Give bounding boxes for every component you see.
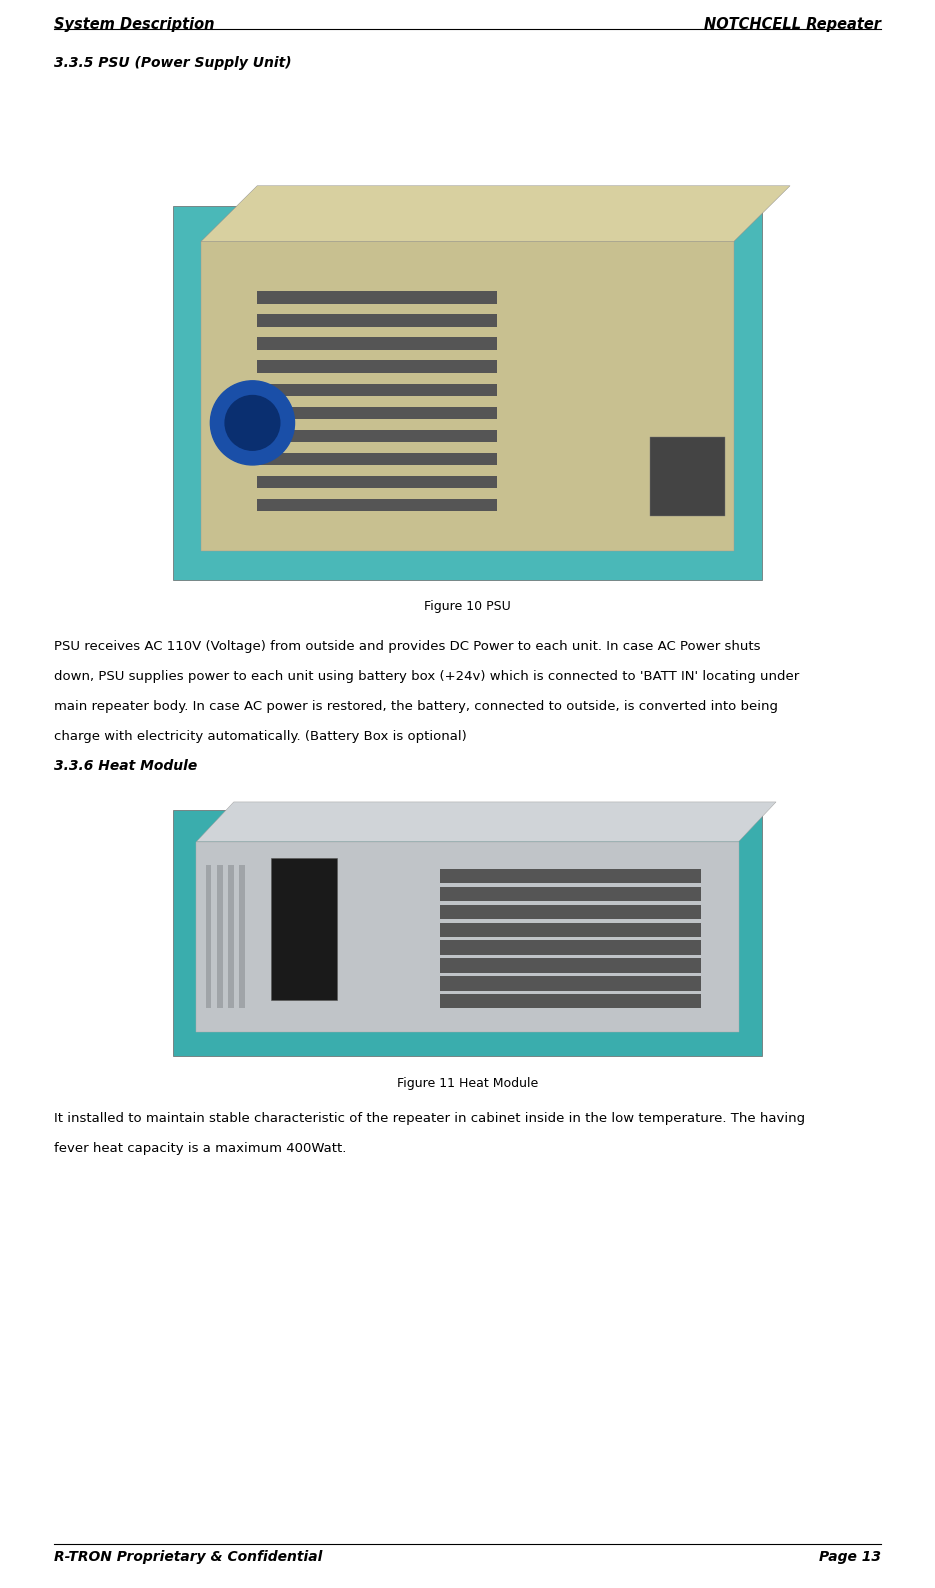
Bar <box>257 314 497 327</box>
Bar <box>650 437 725 516</box>
Text: NOTCHCELL Repeater: NOTCHCELL Repeater <box>704 17 881 32</box>
Bar <box>257 338 497 351</box>
Text: down, PSU supplies power to each unit using battery box (+24v) which is connecte: down, PSU supplies power to each unit us… <box>54 670 799 683</box>
Text: It installed to maintain stable characteristic of the repeater in cabinet inside: It installed to maintain stable characte… <box>54 1112 805 1124</box>
Bar <box>206 865 211 1008</box>
Bar <box>257 292 497 305</box>
Bar <box>201 241 734 551</box>
Bar <box>239 865 245 1008</box>
Bar <box>173 810 762 1056</box>
Text: Figure 10 PSU: Figure 10 PSU <box>424 600 511 613</box>
Bar <box>217 865 223 1008</box>
Text: Figure 11 Heat Module: Figure 11 Heat Module <box>396 1077 539 1089</box>
Ellipse shape <box>210 381 295 465</box>
Text: Page 13: Page 13 <box>819 1550 881 1564</box>
Text: 3.3.5 PSU (Power Supply Unit): 3.3.5 PSU (Power Supply Unit) <box>54 56 292 70</box>
Bar <box>257 383 497 395</box>
Text: main repeater body. In case AC power is restored, the battery, connected to outs: main repeater body. In case AC power is … <box>54 700 778 713</box>
Text: 3.3.6 Heat Module: 3.3.6 Heat Module <box>54 759 197 773</box>
Bar <box>440 886 700 902</box>
Bar <box>257 476 497 489</box>
Bar <box>440 958 700 972</box>
Bar <box>228 865 234 1008</box>
Text: R-TRON Proprietary & Confidential: R-TRON Proprietary & Confidential <box>54 1550 323 1564</box>
Bar <box>440 923 700 937</box>
Polygon shape <box>196 802 776 842</box>
Bar <box>440 905 700 919</box>
Bar <box>257 453 497 465</box>
Bar <box>173 206 762 580</box>
Bar <box>271 858 337 1000</box>
Text: charge with electricity automatically. (Battery Box is optional): charge with electricity automatically. (… <box>54 730 467 743</box>
Bar <box>257 430 497 443</box>
Text: PSU receives AC 110V (Voltage) from outside and provides DC Power to each unit. : PSU receives AC 110V (Voltage) from outs… <box>54 640 761 653</box>
Bar <box>440 940 700 954</box>
Bar <box>257 360 497 373</box>
Bar <box>440 977 700 991</box>
Text: System Description: System Description <box>54 17 215 32</box>
Bar <box>440 994 700 1008</box>
Bar <box>196 842 739 1032</box>
Bar <box>257 499 497 511</box>
Bar <box>257 407 497 419</box>
Ellipse shape <box>225 395 280 451</box>
Polygon shape <box>201 186 790 241</box>
Text: fever heat capacity is a maximum 400Watt.: fever heat capacity is a maximum 400Watt… <box>54 1142 347 1154</box>
Bar <box>440 869 700 883</box>
